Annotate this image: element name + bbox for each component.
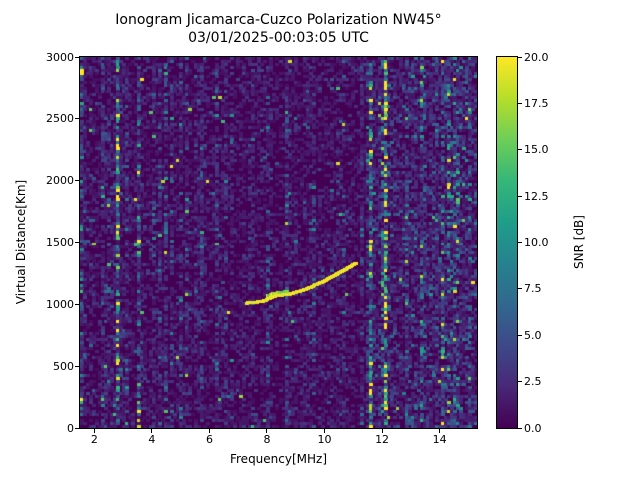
y-tick-mark — [75, 180, 79, 182]
y-tick-mark — [75, 427, 79, 429]
y-tick-label: 3000 — [46, 50, 74, 64]
x-tick-mark — [93, 429, 95, 433]
colorbar-tick-label: 17.5 — [524, 96, 549, 110]
y-tick-mark — [75, 303, 79, 305]
x-tick-label: 14 — [432, 433, 447, 446]
chart-title: Ionogram Jicamarca-Cuzco Polarization NW… — [80, 11, 477, 47]
y-tick-mark — [75, 56, 79, 58]
colorbar-tick-label: 10.0 — [524, 236, 549, 249]
x-tick-mark — [324, 429, 326, 433]
y-tick-label: 2000 — [46, 174, 74, 188]
colorbar-tick-label: 2.5 — [524, 375, 542, 389]
colorbar-tick-label: 15.0 — [524, 143, 549, 157]
x-tick-mark — [151, 429, 153, 433]
chart-title-line1: Ionogram Jicamarca-Cuzco Polarization NW… — [115, 12, 442, 28]
colorbar-tick-mark — [518, 56, 522, 58]
heatmap-canvas — [80, 57, 477, 428]
colorbar-tick-label: 5.0 — [524, 328, 542, 342]
x-tick-mark — [381, 429, 383, 433]
x-tick-label: 4 — [148, 433, 156, 446]
x-tick-label: 2 — [90, 433, 98, 446]
colorbar-canvas — [497, 57, 517, 428]
heatmap-plot-area — [79, 56, 478, 429]
colorbar-tick-label: 20.0 — [524, 50, 549, 64]
colorbar-label: SNR [dB] — [572, 215, 586, 269]
y-tick-mark — [75, 365, 79, 367]
chart-title-line2: 03/01/2025-00:03:05 UTC — [188, 30, 369, 46]
y-tick-mark — [75, 118, 79, 120]
x-tick-mark — [208, 429, 210, 433]
colorbar-tick-mark — [518, 334, 522, 336]
y-tick-label: 2500 — [46, 112, 74, 126]
colorbar-tick-mark — [518, 102, 522, 104]
x-axis-label: Frequency[MHz] — [229, 452, 328, 466]
colorbar-tick-mark — [518, 242, 522, 243]
y-tick-label: 500 — [53, 359, 74, 373]
colorbar-tick-mark — [518, 381, 522, 383]
colorbar-tick-label: 0.0 — [524, 421, 542, 435]
colorbar-tick-mark — [518, 427, 522, 429]
colorbar-tick-label: 7.5 — [524, 282, 542, 296]
y-tick-label: 0 — [67, 421, 74, 435]
colorbar-tick-label: 12.5 — [524, 189, 549, 203]
x-tick-label: 6 — [205, 433, 213, 446]
x-tick-label: 10 — [317, 433, 332, 446]
x-tick-mark — [266, 429, 268, 433]
colorbar — [496, 56, 518, 429]
colorbar-tick-mark — [518, 288, 522, 290]
colorbar-tick-mark — [518, 149, 522, 151]
x-tick-label: 8 — [263, 433, 271, 446]
y-tick-label: 1500 — [46, 236, 74, 249]
y-axis-label: Virtual Distance[Km] — [14, 179, 28, 305]
x-tick-label: 12 — [375, 433, 390, 446]
x-tick-mark — [439, 429, 441, 433]
y-tick-label: 1000 — [46, 297, 74, 311]
y-tick-mark — [75, 242, 79, 243]
colorbar-tick-mark — [518, 195, 522, 197]
